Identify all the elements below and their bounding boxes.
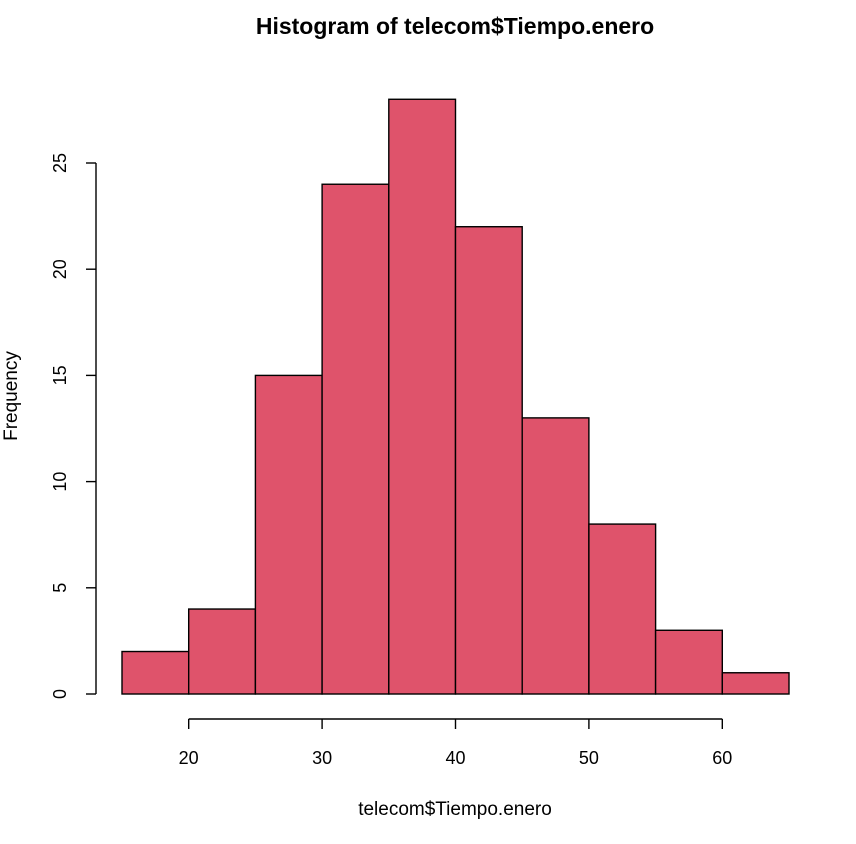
histogram-bar-8: [588, 523, 657, 695]
y-tick-label-20: 20: [50, 259, 70, 279]
y-tick-label-5: 5: [50, 583, 70, 593]
y-tick-label-10: 10: [50, 472, 70, 492]
bars-group: [121, 98, 790, 695]
y-axis-label: Frequency: [1, 351, 22, 441]
chart-title: Histogram of telecom$Tiempo.enero: [256, 13, 654, 39]
histogram-bar-3: [254, 374, 323, 695]
x-tick-label-50: 50: [579, 748, 599, 768]
y-axis: 0 5 10 15 20 25: [50, 153, 97, 699]
y-tick-label-0: 0: [50, 689, 70, 699]
x-tick-label-60: 60: [712, 748, 732, 768]
histogram-bar-6: [454, 226, 523, 695]
histogram-bar-1: [121, 650, 190, 695]
histogram-bar-10: [721, 672, 790, 695]
x-tick-label-20: 20: [179, 748, 199, 768]
y-tick-label-15: 15: [50, 365, 70, 385]
histogram-bar-9: [654, 629, 723, 695]
histogram-bar-7: [521, 417, 590, 695]
x-axis-label: telecom$Tiempo.enero: [358, 799, 552, 820]
y-tick-label-25: 25: [50, 153, 70, 173]
histogram-bar-4: [321, 183, 390, 695]
x-axis: 20 30 40 50 60: [179, 718, 732, 768]
x-tick-label-40: 40: [445, 748, 465, 768]
histogram-bar-5: [388, 98, 457, 695]
histogram-bar-2: [187, 608, 257, 695]
x-tick-label-30: 30: [312, 748, 332, 768]
